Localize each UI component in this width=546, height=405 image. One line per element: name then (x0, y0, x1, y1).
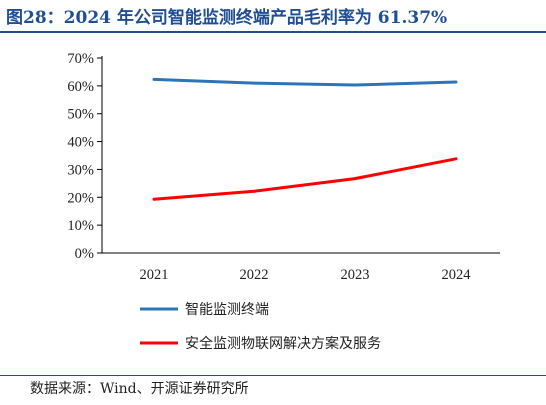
y-tick-label: 20% (67, 190, 94, 206)
y-axis: 0% 10% 20% 30% 40% 50% 60% 70% (67, 51, 103, 262)
y-tick-label: 50% (67, 107, 94, 123)
x-tick-label: 2021 (140, 267, 169, 283)
figure-title: 图28：2024 年公司智能监测终端产品毛利率为 61.37% (6, 8, 448, 28)
y-tick-label: 10% (67, 218, 94, 234)
x-tick-label: 2024 (442, 267, 472, 283)
series-line-2 (152, 157, 458, 201)
data-source-note: 数据来源：Wind、开源证券研究所 (30, 381, 249, 397)
y-tick-label: 60% (67, 79, 94, 95)
y-tick-label: 30% (67, 162, 94, 178)
line-chart: 0% 10% 20% 30% 40% 50% 60% 70% 2021 2022 2023 2024… (67, 51, 500, 352)
series-line-1 (152, 77, 458, 87)
source-divider (0, 375, 546, 376)
title-divider (0, 31, 546, 33)
x-axis: 2021 2022 2023 2024 (102, 252, 500, 283)
legend-label: 智能监测终端 (185, 302, 269, 318)
legend-label: 安全监测物联网解决方案及服务 (185, 335, 381, 352)
y-tick-label: 40% (67, 135, 94, 151)
series-lines (152, 77, 458, 201)
x-tick-label: 2022 (240, 267, 269, 283)
y-tick-label: 70% (67, 51, 94, 67)
x-tick-label: 2023 (341, 267, 370, 283)
y-tick-label: 0% (75, 246, 94, 262)
